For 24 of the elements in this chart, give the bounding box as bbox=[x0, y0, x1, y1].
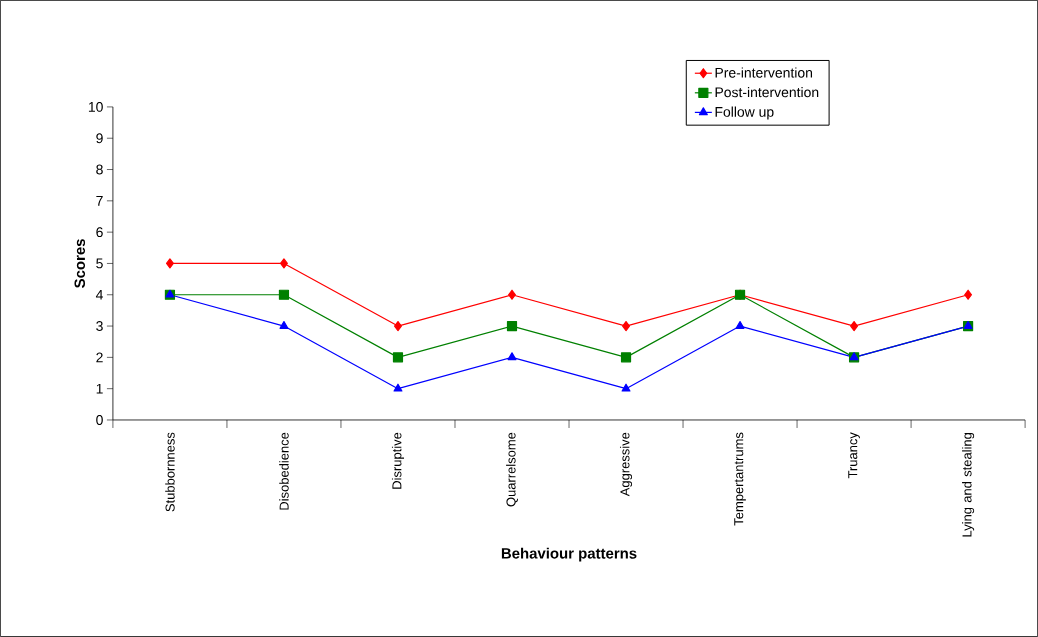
y-axis-title: Scores bbox=[74, 239, 86, 288]
x-tick-label: Aggressive bbox=[619, 432, 633, 497]
x-tick-label: Disruptive bbox=[391, 432, 405, 489]
legend-label: Pre-intervention bbox=[715, 67, 813, 78]
y-tick-label: 2 bbox=[96, 352, 103, 363]
y-tick-label: 3 bbox=[96, 321, 103, 332]
legend-label: Follow up bbox=[715, 106, 774, 120]
x-tick-label: Quarrelsome bbox=[506, 432, 518, 507]
x-tick-label: Disobedience bbox=[279, 432, 289, 510]
y-tick-label: 1 bbox=[96, 383, 103, 394]
y-tick-label: 0 bbox=[96, 415, 103, 425]
x-axis-title: Behaviour patterns bbox=[501, 547, 637, 562]
x-tick-label: Stubbornness bbox=[165, 432, 175, 512]
y-tick-label: 4 bbox=[95, 289, 103, 300]
x-tick-label: Truancy bbox=[848, 432, 860, 479]
x-tick-label: Tempertantrums bbox=[734, 432, 746, 526]
x-tick-label: Lying and stealing bbox=[962, 433, 975, 537]
y-tick-label: 9 bbox=[96, 133, 103, 144]
y-tick-label: 6 bbox=[96, 227, 103, 238]
y-tick-label: 8 bbox=[96, 164, 103, 175]
y-tick-label: 5 bbox=[96, 258, 103, 269]
y-tick-label: 7 bbox=[96, 196, 103, 206]
y-tick-label: 10 bbox=[88, 102, 103, 112]
legend-label: Post-intervention bbox=[715, 87, 819, 98]
